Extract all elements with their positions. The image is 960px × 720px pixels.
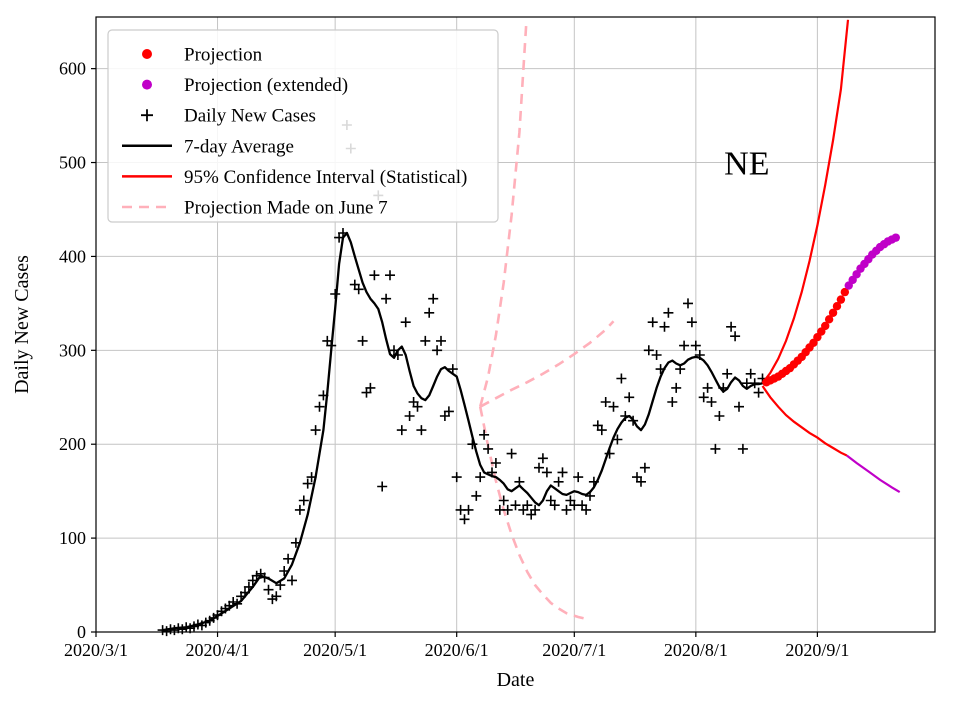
series-7day-average	[162, 231, 763, 632]
x-tick-label: 2020/7/1	[542, 640, 606, 660]
legend-label: 7-day Average	[184, 136, 294, 157]
legend-dot-swatch	[142, 79, 152, 90]
x-tick-label: 2020/6/1	[425, 640, 489, 660]
legend-plus-swatch	[141, 109, 153, 122]
series-projection	[762, 287, 850, 387]
legend-item: 95% Confidence Interval (Statistical)	[122, 167, 467, 188]
x-tick-label: 2020/8/1	[664, 640, 728, 660]
x-tick-label: 2020/5/1	[303, 640, 367, 660]
legend: Projection Projection (extended) Daily New…	[107, 29, 499, 223]
state-annotation: NE	[724, 146, 769, 183]
y-tick-label: 600	[59, 59, 86, 79]
legend-dot-swatch	[142, 49, 152, 59]
legend-item: Daily New Cases	[141, 106, 316, 127]
y-tick-labels: 0 100 200 300 400 500 600	[59, 59, 86, 642]
legend-box	[107, 29, 499, 223]
x-tick-label: 2020/4/1	[186, 640, 250, 660]
y-tick-label: 0	[77, 622, 86, 642]
y-tick-label: 300	[59, 340, 86, 360]
legend-label: Projection (extended)	[184, 75, 348, 96]
axes	[91, 16, 936, 637]
legend-item: Projection Made on June 7	[122, 198, 388, 219]
x-tick-labels: 2020/3/1 2020/4/1 2020/5/1 2020/6/1 2020/7/1…	[64, 640, 849, 660]
series-confidence-interval	[761, 19, 901, 494]
y-axis-label: Daily New Cases	[11, 255, 33, 394]
series-projection-extended	[844, 233, 900, 290]
y-tick-label: 400	[59, 246, 86, 266]
legend-item: Projection (extended)	[142, 75, 348, 96]
legend-item: Projection	[142, 45, 263, 66]
y-tick-label: 100	[59, 528, 86, 548]
y-tick-label: 500	[59, 153, 86, 173]
x-tick-label: 2020/3/1	[64, 640, 128, 660]
x-axis-label: Date	[497, 669, 535, 691]
series-projection-made-june7	[478, 19, 615, 622]
x-axis-label: Date	[497, 669, 535, 691]
state-annotation: NE	[724, 146, 769, 183]
y-tick-label: 200	[59, 434, 86, 454]
legend-label: 95% Confidence Interval (Statistical)	[184, 167, 467, 188]
legend-label: Projection Made on June 7	[184, 198, 388, 219]
legend-label: Projection	[184, 45, 263, 66]
x-tick-label: 2020/9/1	[785, 640, 849, 660]
legend-item: 7-day Average	[122, 136, 294, 157]
y-axis-label: Daily New Cases	[11, 255, 33, 394]
legend-label: Daily New Cases	[184, 106, 316, 127]
